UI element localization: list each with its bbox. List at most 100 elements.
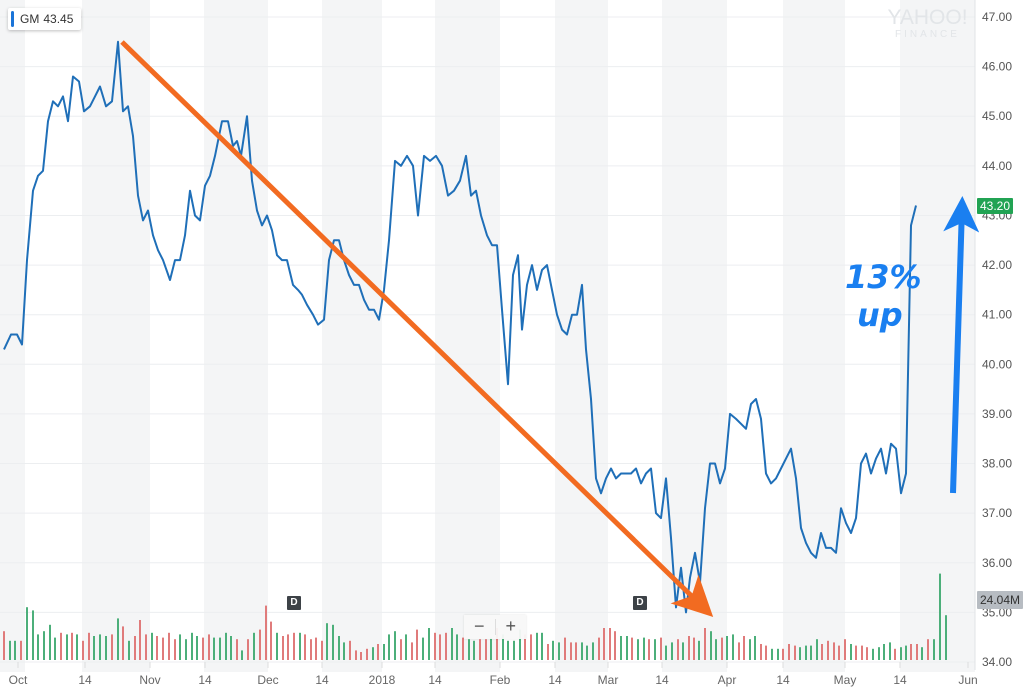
background-band — [82, 0, 150, 672]
price-line[interactable] — [3, 40, 917, 614]
volume-bar — [631, 637, 633, 660]
volume-bar — [299, 632, 301, 660]
volume-bar — [677, 639, 679, 660]
volume-bar — [479, 639, 481, 660]
volume-bar — [933, 639, 935, 660]
annotation-line1: 13% — [845, 258, 922, 296]
volume-bar — [910, 644, 912, 660]
y-axis-label: 40.00 — [982, 357, 1012, 371]
volume-bar — [592, 642, 594, 660]
x-axis-label: Feb — [490, 673, 511, 687]
volume-bar — [196, 636, 198, 660]
volume-bar — [570, 642, 572, 660]
volume-bar — [732, 634, 734, 660]
x-axis-label: May — [834, 673, 857, 687]
volume-bar — [671, 642, 673, 660]
volume-bar — [626, 636, 628, 660]
volume-bar — [945, 615, 947, 660]
volume-bar — [451, 628, 453, 660]
volume-bar — [547, 644, 549, 660]
volume-bar — [54, 637, 56, 660]
uptrend-arrow — [943, 196, 980, 494]
x-axis-label: 14 — [315, 673, 329, 687]
volume-bar — [321, 640, 323, 660]
volume-bar — [128, 640, 130, 660]
volume-bar — [921, 647, 923, 660]
volume-bar — [614, 631, 616, 660]
volume-bar — [905, 645, 907, 660]
volume-bar — [794, 645, 796, 660]
volume-bar — [343, 642, 345, 660]
volume-bar — [827, 640, 829, 660]
x-axis-label: Dec — [257, 673, 278, 687]
legend-symbol: GM — [20, 12, 40, 26]
x-axis-label: Oct — [9, 673, 28, 687]
volume-bar — [326, 623, 328, 660]
y-axis-label: 46.00 — [982, 60, 1012, 74]
x-axis-label: Nov — [139, 673, 160, 687]
x-axis-label: 14 — [893, 673, 907, 687]
volume-bar — [726, 636, 728, 660]
y-axis-label: 34.00 — [982, 655, 1012, 669]
volume-bar — [894, 648, 896, 660]
volume-bar — [603, 628, 605, 660]
volume-bar — [721, 637, 723, 660]
volume-bar — [416, 629, 418, 660]
volume-bar — [241, 650, 243, 660]
volume-bar — [276, 632, 278, 660]
zoom-out-button[interactable]: − — [473, 616, 485, 636]
yahoo-finance-watermark: YAHOO! FINANCE — [880, 6, 975, 42]
volume-bar — [878, 647, 880, 660]
volume-bar — [26, 607, 28, 660]
volume-bar — [552, 640, 554, 660]
volume-bar — [388, 634, 390, 660]
volume-bar — [810, 645, 812, 660]
volume-bar — [771, 648, 773, 660]
background-band — [322, 0, 382, 672]
volume-bar — [236, 639, 238, 660]
x-axis-label: 14 — [548, 673, 562, 687]
volume-bar — [428, 628, 430, 660]
volume-bar — [473, 640, 475, 660]
volume-bar — [253, 632, 255, 660]
volume-bar — [247, 639, 249, 660]
downtrend-arrow — [120, 40, 714, 617]
volume-bar — [282, 636, 284, 660]
volume-bar — [889, 642, 891, 660]
series-color-swatch — [11, 11, 14, 27]
dividend-marker[interactable]: D — [287, 596, 301, 610]
volume-bar — [88, 632, 90, 660]
volume-bar — [468, 639, 470, 660]
volume-bar — [738, 642, 740, 660]
zoom-in-button[interactable]: + — [505, 616, 516, 636]
watermark-line1: YAHOO! — [887, 6, 968, 29]
x-axis-label: 14 — [655, 673, 669, 687]
x-axis-label: 14 — [198, 673, 212, 687]
volume-bar — [168, 632, 170, 660]
volume-bar — [32, 610, 34, 660]
dividend-marker[interactable]: D — [633, 596, 647, 610]
volume-bar — [174, 639, 176, 660]
volume-bar — [60, 632, 62, 660]
background-band — [900, 0, 975, 672]
volume-bar — [310, 639, 312, 660]
background-band — [0, 0, 25, 672]
volume-bar — [270, 621, 272, 660]
legend-badge[interactable]: GM 43.45 — [8, 8, 82, 30]
volume-bar — [405, 634, 407, 660]
volume-bar — [536, 632, 538, 660]
volume-bar — [462, 637, 464, 660]
background-band — [555, 0, 608, 672]
volume-bar — [434, 632, 436, 660]
volume-bar — [715, 639, 717, 660]
volume-bar — [704, 628, 706, 660]
x-axis-label: 2018 — [369, 673, 396, 687]
volume-bar — [530, 634, 532, 660]
volume-bar — [20, 640, 22, 660]
x-axis-label: Mar — [598, 673, 619, 687]
volume-bar — [900, 647, 902, 660]
volume-bar — [3, 631, 5, 660]
volume-bar — [816, 639, 818, 660]
